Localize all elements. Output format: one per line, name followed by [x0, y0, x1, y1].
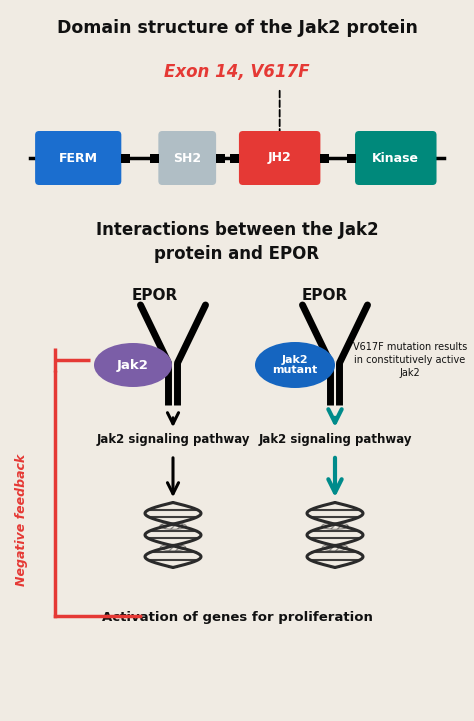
FancyBboxPatch shape — [239, 131, 320, 185]
FancyBboxPatch shape — [320, 154, 329, 162]
Text: Domain structure of the Jak2 protein: Domain structure of the Jak2 protein — [56, 19, 418, 37]
FancyBboxPatch shape — [35, 131, 121, 185]
Text: Activation of genes for proliferation: Activation of genes for proliferation — [101, 611, 373, 624]
Text: JH2: JH2 — [268, 151, 292, 164]
FancyBboxPatch shape — [216, 154, 225, 162]
Text: Exon 14, V617F: Exon 14, V617F — [164, 63, 310, 81]
FancyBboxPatch shape — [346, 154, 356, 162]
Text: V617F mutation results
in constitutively active
Jak2: V617F mutation results in constitutively… — [353, 342, 467, 379]
Ellipse shape — [94, 343, 172, 387]
Text: Interactions between the Jak2: Interactions between the Jak2 — [96, 221, 378, 239]
FancyBboxPatch shape — [158, 131, 216, 185]
Text: Jak2 signaling pathway: Jak2 signaling pathway — [96, 433, 250, 446]
Ellipse shape — [255, 342, 335, 388]
FancyBboxPatch shape — [150, 154, 159, 162]
Text: SH2: SH2 — [173, 151, 201, 164]
Text: Kinase: Kinase — [372, 151, 419, 164]
Text: Jak2 signaling pathway: Jak2 signaling pathway — [258, 433, 412, 446]
Text: Negative feedback: Negative feedback — [16, 454, 28, 586]
FancyBboxPatch shape — [355, 131, 437, 185]
Text: Jak2: Jak2 — [117, 358, 149, 371]
FancyBboxPatch shape — [230, 154, 239, 162]
Text: protein and EPOR: protein and EPOR — [155, 245, 319, 263]
Text: Jak2
mutant: Jak2 mutant — [273, 355, 318, 376]
FancyBboxPatch shape — [121, 154, 130, 162]
Text: FERM: FERM — [59, 151, 98, 164]
Text: EPOR: EPOR — [132, 288, 178, 303]
Text: EPOR: EPOR — [302, 288, 348, 303]
